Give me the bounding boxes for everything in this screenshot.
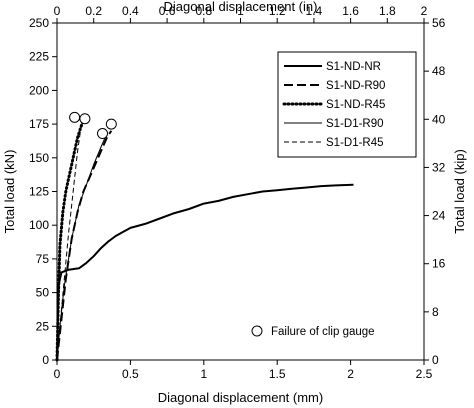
top-axis-tick-label: 2: [421, 4, 428, 18]
bottom-axis-ticks: 0 0.5 1 1.5 2 2.5: [54, 360, 433, 381]
top-axis-tick-label: 1: [237, 4, 244, 18]
right-axis-title: Total load (kip): [452, 149, 467, 234]
x-axis-title: Diagonal displacement (mm): [158, 390, 323, 405]
failure-marker: [97, 128, 109, 140]
top-axis-tick-label: 1.4: [306, 4, 323, 18]
failure-key-label: Failure of clip gauge: [271, 326, 375, 338]
x-axis-tick-label: 2: [347, 367, 354, 381]
right-axis-tick-label: 0: [432, 353, 439, 367]
y-axis-tick-label: 100: [29, 218, 49, 232]
legend-label: S1-D1-R90: [326, 118, 384, 130]
right-axis-tick-label: 24: [432, 209, 446, 223]
failure-key-marker: [251, 325, 263, 337]
x-axis-tick-label: 0.5: [122, 367, 139, 381]
series-line-s1-d1-r90: [56, 133, 108, 361]
top-axis-tick-label: 0: [54, 4, 61, 18]
failure-marker: [69, 111, 81, 123]
legend-label: S1-D1-R45: [326, 137, 384, 149]
y-axis-tick-label: 125: [29, 185, 49, 199]
top-axis-ticks: 0 0.2 0.4 0.6 0.8 1 1.2 1.4 1.6 1.8 2: [54, 4, 428, 23]
y-axis-tick-label: 225: [29, 50, 49, 64]
failure-markers: [69, 111, 117, 140]
y-axis-tick-label: 250: [29, 16, 49, 30]
failure-marker: [79, 113, 91, 125]
top-axis-tick-label: 1.8: [379, 4, 396, 18]
series-line-s1-nd-r90: [56, 130, 113, 361]
right-axis-tick-label: 16: [432, 257, 446, 271]
top-axis-tick-label: 1.6: [342, 4, 359, 18]
right-axis-tick-label: 8: [432, 305, 439, 319]
y-axis-tick-label: 150: [29, 151, 49, 165]
legend-label: S1-ND-R45: [326, 99, 385, 111]
top-axis-tick-label: 0.4: [122, 4, 139, 18]
legend: S1-ND-NR S1-ND-R90 S1-ND-R45 S1-D1-R90 S1-D1…: [277, 51, 417, 158]
top-axis-tick-label: 1.2: [269, 4, 286, 18]
top-axis-tick-label: 0.6: [159, 4, 176, 18]
top-axis-title: Diagonal displacement (in): [164, 0, 318, 14]
series-layer: [55, 118, 354, 362]
x-axis-tick-label: 0: [54, 367, 61, 381]
y-axis-tick-label: 0: [42, 353, 49, 367]
series-line-s1-nd-nr: [56, 183, 354, 361]
x-axis-tick-label: 1.5: [269, 367, 286, 381]
left-axis-ticks: 0 25 50 75 100 125 150 175 200 225 250: [29, 16, 57, 367]
top-axis-tick-label: 0.2: [85, 4, 102, 18]
series-line-s1-nd-r45: [55, 118, 85, 362]
legend-label: S1-ND-NR: [326, 61, 381, 73]
right-axis-tick-label: 40: [432, 112, 446, 126]
y-axis-tick-label: 25: [36, 319, 50, 333]
right-axis-tick-label: 48: [432, 64, 446, 78]
right-axis-ticks: 0 8 16 24 32 40 48 56: [424, 16, 446, 367]
failure-marker: [105, 118, 117, 130]
right-axis-tick-label: 32: [432, 160, 446, 174]
right-axis-tick-label: 56: [432, 16, 446, 30]
x-axis-tick-label: 2.5: [416, 367, 433, 381]
y-axis-tick-label: 50: [36, 286, 50, 300]
legend-label: S1-ND-R90: [326, 80, 385, 92]
y-axis-tick-label: 200: [29, 83, 49, 97]
series-line-s1-d1-r45: [56, 120, 83, 361]
x-axis-tick-label: 1: [200, 367, 207, 381]
y-axis-tick-label: 75: [36, 252, 50, 266]
y-axis-title: Total load (kN): [2, 150, 17, 234]
failure-key: Failure of clip gauge: [251, 325, 375, 338]
top-axis-tick-label: 0.8: [195, 4, 212, 18]
y-axis-tick-label: 175: [29, 117, 49, 131]
